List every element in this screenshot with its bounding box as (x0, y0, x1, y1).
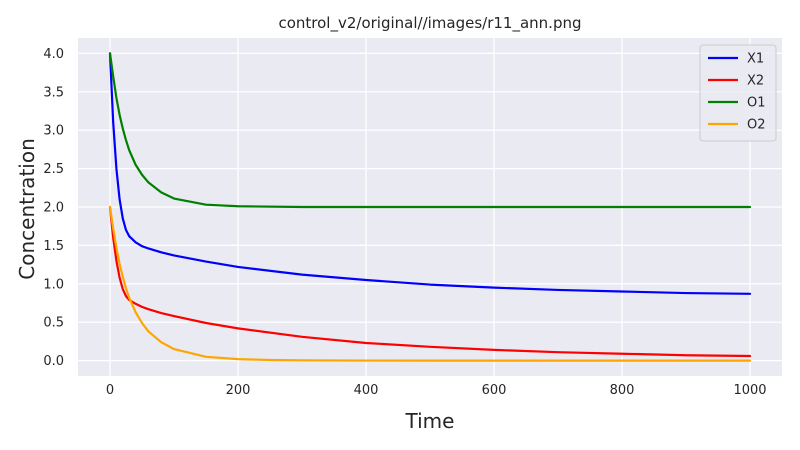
x-tick-label: 1000 (733, 383, 766, 398)
y-tick-label: 1.0 (43, 277, 64, 292)
y-tick-label: 3.5 (43, 85, 64, 100)
legend-label-o1: O1 (747, 96, 766, 111)
series-line-x2 (108, 205, 752, 358)
y-tick-label: 0.5 (43, 316, 64, 331)
legend-label-x1: X1 (747, 52, 764, 67)
x-tick-label: 200 (226, 383, 251, 398)
y-tick-label: 4.0 (43, 47, 64, 62)
tick-labels: 0 200 400 600 800 1000 0.0 0.5 1.0 1.5 2.0 2.5 3.0 3.… (43, 47, 766, 398)
y-tick-label: 1.5 (43, 239, 64, 254)
series-line-o1 (108, 52, 752, 209)
y-tick-label: 0.0 (43, 354, 64, 369)
series-lines (108, 52, 752, 362)
y-tick-label: 3.0 (43, 124, 64, 139)
x-tick-label: 600 (482, 383, 507, 398)
y-axis-title: Concentration (15, 138, 39, 279)
legend: X1 X2 O1 O2 (699, 44, 777, 142)
series-line-x1 (108, 52, 752, 295)
y-tick-label: 2.5 (43, 162, 64, 177)
x-tick-label: 400 (354, 383, 379, 398)
y-tick-label: 2.0 (43, 201, 64, 216)
chart-title: control_v2/original//images/r11_ann.png (278, 14, 581, 33)
legend-label-x2: X2 (747, 74, 764, 89)
legend-label-o2: O2 (747, 118, 766, 133)
x-tick-label: 0 (106, 383, 114, 398)
x-tick-label: 800 (610, 383, 635, 398)
legend-box (699, 44, 777, 142)
series-line-o2 (108, 205, 752, 362)
x-axis-title: Time (405, 409, 455, 433)
